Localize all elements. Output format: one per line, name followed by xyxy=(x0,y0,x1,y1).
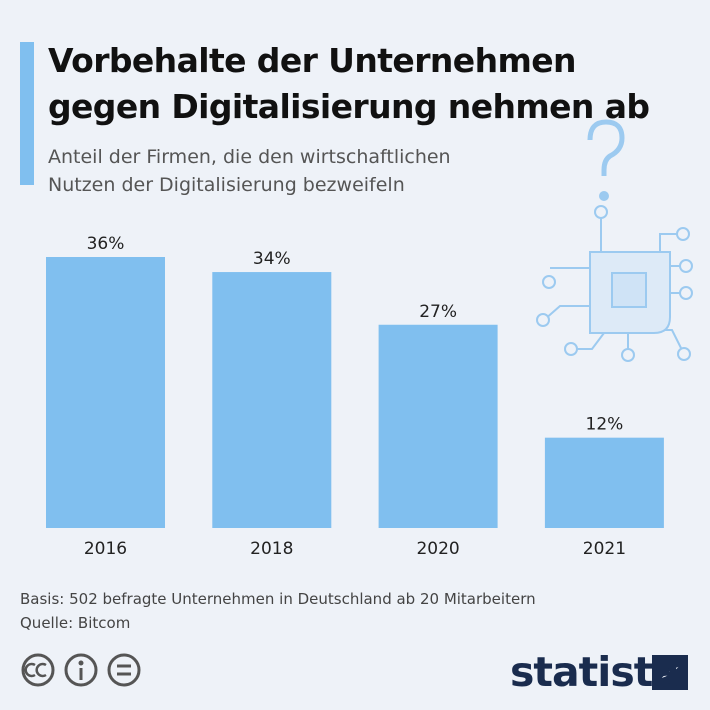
note: Basis: 502 befragte Unternehmen in Deuts… xyxy=(20,590,536,608)
x-tick-label: 2020 xyxy=(416,539,459,559)
logo: statista xyxy=(510,648,679,696)
bar xyxy=(378,324,498,528)
bar xyxy=(212,272,332,528)
value-label: 27% xyxy=(419,302,457,322)
footnote: Basis: 502 befragte Unternehmen in Deuts… xyxy=(20,587,536,635)
license-icons xyxy=(21,653,141,687)
bar xyxy=(46,257,165,528)
value-label: 12% xyxy=(586,415,624,435)
value-label: 34% xyxy=(253,249,291,269)
chart-title: Vorbehalte der Unternehmen gegen Digital… xyxy=(48,41,650,126)
logo-mark xyxy=(652,655,688,690)
x-tick-label: 2021 xyxy=(583,539,626,559)
chip-icon xyxy=(536,119,693,362)
x-tick-label: 2018 xyxy=(250,539,293,559)
title-accent xyxy=(20,42,34,185)
bar xyxy=(544,437,664,528)
source: Quelle: Bitcom xyxy=(20,614,131,632)
x-tick-label: 2016 xyxy=(84,539,127,559)
value-label: 36% xyxy=(87,234,125,254)
chart-subtitle: Anteil der Firmen, die den wirtschaftlic… xyxy=(48,146,451,196)
